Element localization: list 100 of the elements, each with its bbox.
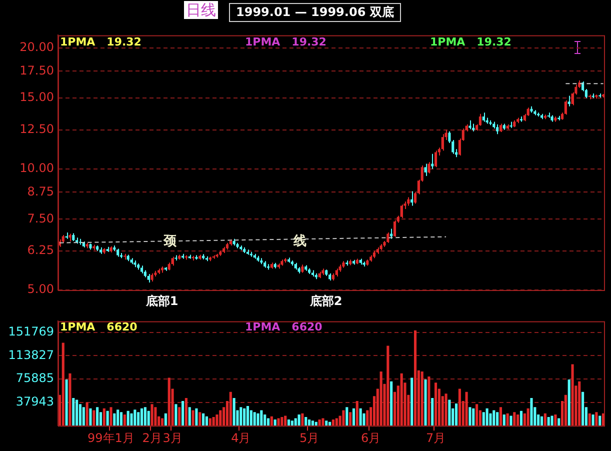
chart-title: 1999.01 — 1999.06 双底 [229, 3, 401, 22]
bar [564, 394, 567, 426]
candlestick [410, 190, 414, 206]
bar [116, 410, 120, 426]
bar [137, 412, 140, 426]
bar [253, 412, 256, 426]
bar [154, 407, 157, 426]
bar [318, 419, 321, 426]
bar [270, 416, 273, 426]
bar [314, 422, 318, 426]
bar [134, 410, 136, 426]
bar [65, 380, 68, 426]
bar [465, 392, 468, 426]
bar [280, 417, 284, 426]
bar [328, 422, 332, 426]
bar [250, 410, 252, 426]
bar [106, 410, 109, 426]
bar [349, 412, 352, 426]
bar [205, 416, 208, 426]
bar [492, 410, 496, 426]
bar [62, 342, 64, 426]
bar [311, 420, 314, 426]
bar [444, 394, 448, 426]
bar [592, 414, 594, 426]
candlestick [431, 153, 434, 170]
bar [335, 418, 338, 426]
bar [274, 419, 276, 426]
bar [102, 408, 106, 426]
bar [287, 419, 290, 426]
bar [414, 330, 417, 426]
bar [246, 406, 250, 426]
bar [554, 414, 557, 426]
bar [68, 373, 72, 426]
bar [120, 412, 123, 426]
bar [184, 398, 188, 426]
bar [506, 413, 509, 426]
bar [195, 408, 198, 426]
candlestick [482, 112, 485, 122]
bar [294, 418, 297, 426]
bar [595, 412, 598, 426]
y-tick-label: 6.25 [27, 243, 54, 258]
bar [188, 407, 191, 426]
bar [486, 408, 488, 426]
bar [89, 408, 92, 426]
bar [164, 413, 167, 426]
bar [243, 408, 246, 426]
bar [581, 392, 584, 426]
bar [147, 410, 150, 426]
bar [76, 400, 78, 426]
bar [455, 403, 458, 426]
bar [86, 402, 88, 426]
bar [192, 410, 194, 426]
annotation: 颈 [162, 234, 178, 249]
y-tick-label: 12.50 [20, 122, 54, 136]
text: 底部1 [144, 294, 178, 308]
bar [123, 414, 126, 426]
bar [266, 418, 270, 426]
candlestick [386, 232, 390, 244]
bar [126, 410, 130, 426]
bar [182, 401, 184, 426]
bar [78, 404, 82, 426]
bar [308, 419, 311, 426]
bar [502, 414, 506, 426]
x-tick-label: 6月 [360, 430, 381, 445]
bar [82, 407, 85, 426]
bar [410, 378, 414, 426]
bar [588, 413, 591, 426]
bar [301, 413, 304, 426]
bar [96, 407, 99, 426]
bar [322, 418, 324, 426]
bar [229, 392, 232, 426]
bar [366, 410, 369, 426]
bar [558, 418, 560, 426]
bar [174, 404, 178, 426]
y-tick-label: 15.00 [20, 90, 54, 104]
y-tick-label: 8.75 [27, 184, 54, 198]
candlestick [568, 95, 570, 107]
bar [526, 408, 530, 426]
bar [510, 416, 512, 426]
candlestick [434, 150, 438, 168]
bar [290, 420, 294, 426]
bar [92, 410, 96, 426]
bar [434, 382, 438, 426]
annotation: 1PMA 6620 [60, 320, 138, 334]
bar [424, 380, 427, 426]
bar [356, 401, 358, 426]
bar [420, 372, 424, 426]
y-tick-label: 75885 [16, 371, 54, 386]
bar [496, 412, 499, 426]
y-tick-label: 37943 [16, 394, 54, 408]
bar [144, 407, 146, 426]
y-tick-label: 10.00 [20, 161, 54, 176]
bar [568, 380, 570, 426]
bar [342, 410, 345, 426]
bar [550, 416, 554, 426]
y-tick-label: 20.00 [20, 40, 54, 54]
bar [113, 413, 116, 426]
bar [448, 400, 451, 426]
bar [472, 408, 475, 426]
bar [212, 417, 215, 426]
